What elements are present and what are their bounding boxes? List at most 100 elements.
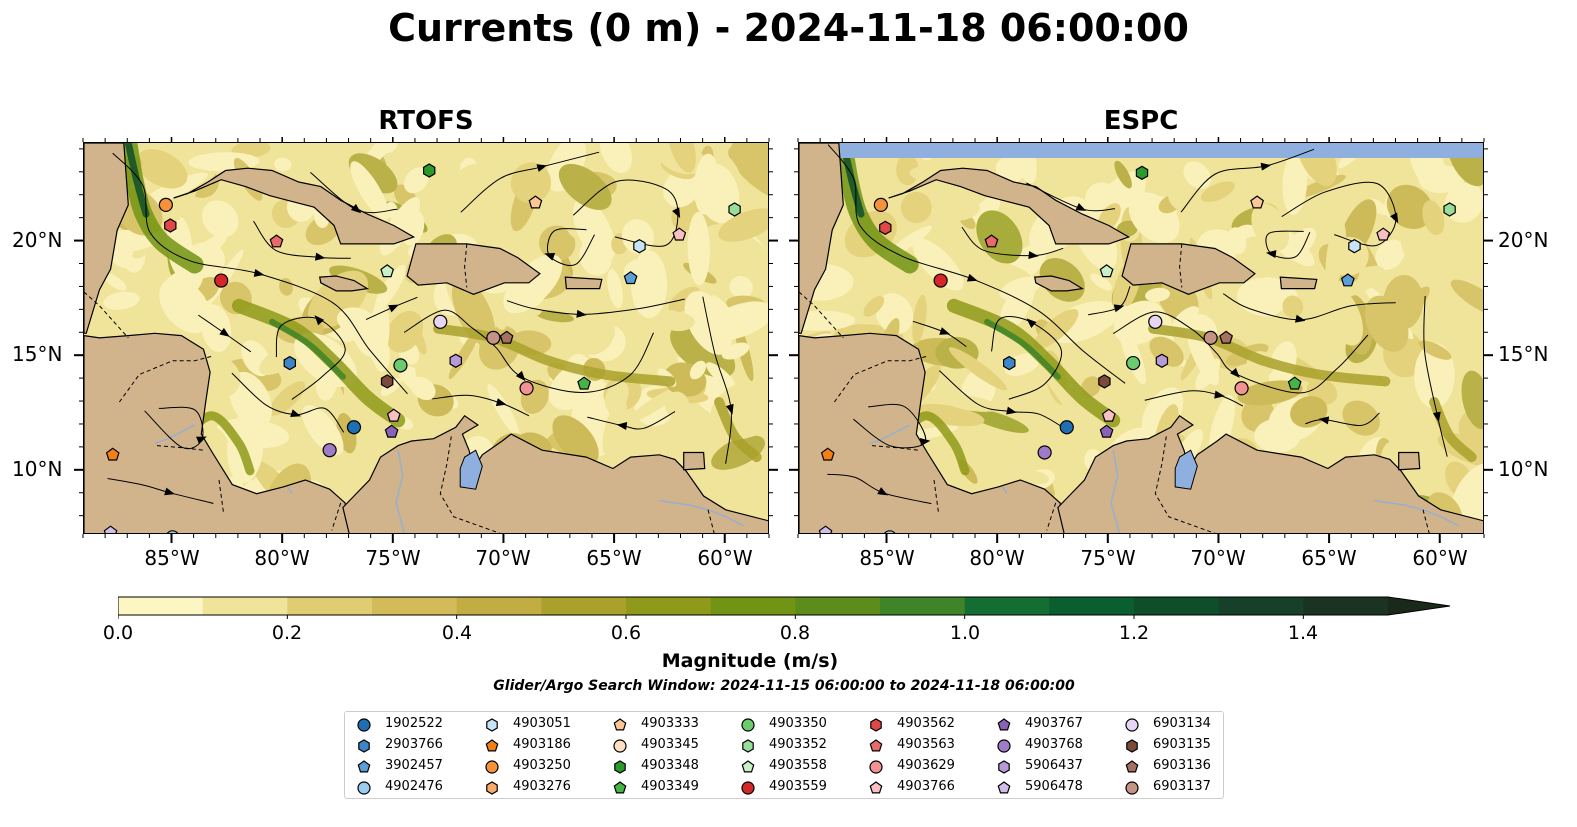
figure-title: Currents (0 m) - 2024-11-18 06:00:00 — [388, 6, 1189, 50]
legend-label: 4903768 — [1025, 737, 1083, 752]
legend-marker-4903276 — [486, 781, 498, 795]
float-4903629 — [1234, 381, 1249, 396]
float-4902476 — [166, 530, 179, 533]
legend-marker-icon — [997, 718, 1011, 731]
float-4903766 — [672, 227, 687, 241]
legend-marker-4903250 — [485, 760, 499, 774]
float-3902457 — [623, 271, 638, 285]
legend-marker-4903767 — [997, 718, 1011, 731]
float-6903136 — [1219, 330, 1234, 344]
legend-item: 4903186 — [483, 735, 603, 755]
legend-label: 1902522 — [385, 716, 443, 731]
legend-label: 5906478 — [1025, 779, 1083, 794]
lon-label: 65°W — [586, 546, 642, 570]
map-panel-espc — [798, 142, 1484, 534]
lon-label: 80°W — [254, 546, 310, 570]
float-6903137 — [486, 330, 501, 345]
colorbar-segment — [1303, 597, 1389, 615]
legend-marker-1902522 — [357, 718, 371, 732]
float-4903559 — [933, 273, 948, 288]
legend-marker-5906437 — [998, 760, 1010, 774]
legend-label: 4903562 — [897, 716, 955, 731]
float-4903051 — [633, 239, 646, 254]
legend-marker-icon — [1126, 739, 1138, 753]
legend-label: 4902476 — [385, 779, 443, 794]
float-4903768 — [322, 443, 337, 458]
legend-marker-4903352 — [742, 739, 754, 753]
float-6903135 — [1098, 374, 1111, 389]
float-4903051 — [1348, 239, 1361, 254]
legend-marker-icon — [869, 781, 883, 794]
legend-label: 4903250 — [513, 758, 571, 773]
colorbar-segment — [795, 597, 881, 615]
land-cuba — [173, 167, 416, 245]
legend-marker-icon — [741, 760, 755, 773]
legend-label: 6903137 — [1153, 779, 1211, 794]
colorbar-tick-label: 0.6 — [610, 622, 642, 644]
lat-label-right: 20°N — [1498, 228, 1549, 252]
current-streamlines — [107, 151, 732, 504]
colorbar-segment — [372, 597, 458, 615]
legend-marker-icon — [614, 760, 626, 774]
float-4903250 — [158, 197, 173, 212]
float-1902522 — [346, 420, 362, 435]
legend-marker-4903768 — [997, 739, 1011, 753]
strong-current-bands — [834, 143, 1477, 476]
legend-marker-icon — [870, 718, 882, 732]
float-4903186 — [105, 447, 120, 461]
legend-item: 4903562 — [867, 714, 987, 734]
lat-label-left: 15°N — [12, 342, 63, 366]
lon-label: 70°W — [475, 546, 531, 570]
float-6903134 — [1148, 314, 1163, 329]
country-borders — [84, 243, 715, 533]
legend-item: 2903766 — [355, 735, 475, 755]
float-4903563 — [984, 234, 999, 248]
land-hispaniola — [1121, 243, 1256, 295]
land-southAm — [1057, 414, 1483, 533]
float-4903629 — [519, 381, 534, 396]
colorbar-segment — [1218, 597, 1304, 615]
legend-label: 5906437 — [1025, 758, 1083, 773]
legend-marker-icon — [742, 739, 754, 753]
land-masses — [84, 143, 768, 533]
lat-label-right: 10°N — [1498, 457, 1549, 481]
float-2903766 — [283, 355, 296, 371]
lon-label: 65°W — [1301, 546, 1357, 570]
colorbar-segment — [287, 597, 373, 615]
legend-item: 6903134 — [1123, 714, 1243, 734]
legend-marker-4903562 — [870, 718, 882, 732]
float-4903563 — [269, 234, 284, 248]
left-map-svg — [84, 143, 768, 533]
legend-marker-icon — [613, 718, 627, 731]
legend-marker-4903350 — [741, 718, 755, 732]
colorbar-segment — [1134, 597, 1220, 615]
legend-marker-icon — [613, 781, 627, 794]
colorbar-segment — [710, 597, 796, 615]
lon-label: 60°W — [1412, 546, 1468, 570]
legend-marker-icon — [357, 760, 371, 773]
float-4903766 — [386, 408, 401, 422]
legend-marker-icon — [357, 781, 371, 795]
float-4903559 — [214, 273, 229, 288]
float-4903349 — [577, 376, 592, 390]
no-data-strip — [799, 143, 1483, 158]
land-mexico — [84, 143, 129, 334]
legend-item: 4903766 — [867, 777, 987, 797]
legend-item: 4903563 — [867, 735, 987, 755]
legend-item: 4903768 — [995, 735, 1115, 755]
legend-item: 5906478 — [995, 777, 1115, 797]
streamline-arrows — [164, 164, 734, 496]
legend-marker-icon — [869, 739, 883, 752]
legend-marker-4903349 — [613, 781, 627, 794]
land-puertorico — [564, 276, 603, 290]
legend-marker-4903051 — [486, 718, 498, 732]
legend-marker-icon — [997, 781, 1011, 794]
legend-marker-4903558 — [741, 760, 755, 773]
legend-label: 2903766 — [385, 737, 443, 752]
legend-label: 4903349 — [641, 779, 699, 794]
float-4903333 — [528, 195, 543, 209]
legend-marker-4903629 — [869, 760, 883, 774]
legend-marker-icon — [1125, 760, 1139, 773]
float-4903349 — [1287, 376, 1302, 390]
legend-marker-6903137 — [1125, 781, 1139, 795]
